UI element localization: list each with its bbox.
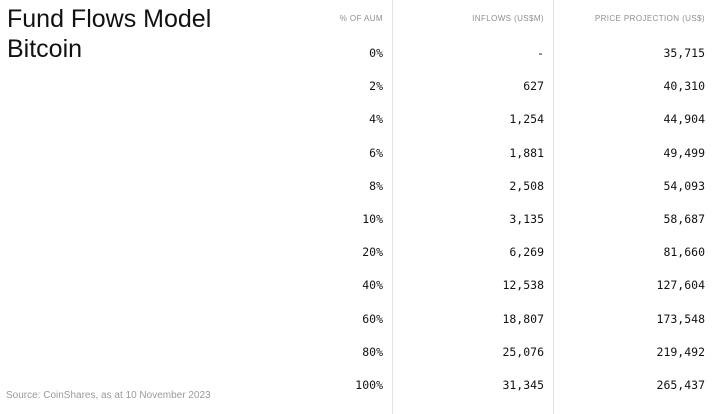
source-note: Source: CoinShares, as at 10 November 20… — [6, 390, 211, 401]
price-cell: 81,660 — [663, 245, 705, 260]
price-cell: 54,093 — [663, 178, 705, 193]
column-divider — [392, 0, 393, 414]
inflows-cell: 6,269 — [509, 245, 544, 260]
inflows-cell: 1,881 — [509, 145, 544, 160]
inflows-cell: 12,538 — [502, 278, 544, 293]
inflows-cell: - — [537, 46, 544, 60]
aum-cell: 20% — [362, 245, 383, 260]
inflows-header: INFLOWS (US$M) — [472, 14, 544, 23]
title-line-1: Fund Flows Model — [7, 5, 212, 33]
inflows-cell: 1,254 — [509, 112, 544, 127]
inflows-cell: 31,345 — [502, 378, 544, 392]
price-cell: 127,604 — [656, 278, 705, 293]
price-cell: 219,492 — [656, 344, 705, 359]
column-divider — [553, 0, 554, 414]
price-cell: 44,904 — [663, 112, 705, 127]
price-cell: 35,715 — [663, 46, 705, 60]
inflows-cell: 2,508 — [509, 178, 544, 193]
aum-cell: 8% — [369, 178, 383, 193]
aum-cell: 40% — [362, 278, 383, 293]
inflows-cell: 25,076 — [502, 344, 544, 359]
inflows-cell: 3,135 — [509, 212, 544, 226]
fund-flows-table: % OF AUM INFLOWS (US$M) PRICE PROJECTION (… — [300, 0, 714, 414]
price-cell: 58,687 — [663, 212, 705, 226]
title-line-2: Bitcoin — [7, 35, 83, 63]
price-cell: 49,499 — [663, 145, 705, 160]
aum-cell: 60% — [362, 311, 383, 326]
aum-cell: 10% — [362, 212, 383, 226]
aum-cell: 80% — [362, 344, 383, 359]
price-cell: 265,437 — [656, 378, 705, 392]
price-cell: 40,310 — [663, 79, 705, 94]
price-cell: 173,548 — [656, 311, 705, 326]
aum-cell: 2% — [369, 79, 383, 94]
aum-cell: 6% — [369, 145, 383, 160]
inflows-cell: 18,807 — [502, 311, 544, 326]
aum-cell: 4% — [369, 112, 383, 127]
price-header: PRICE PROJECTION (US$) — [594, 14, 705, 23]
aum-cell: 0% — [369, 46, 383, 60]
page-title: Fund Flows Model Bitcoin — [7, 4, 211, 64]
aum-cell: 100% — [355, 378, 383, 392]
inflows-cell: 627 — [523, 79, 544, 94]
aum-header: % OF AUM — [339, 14, 383, 23]
